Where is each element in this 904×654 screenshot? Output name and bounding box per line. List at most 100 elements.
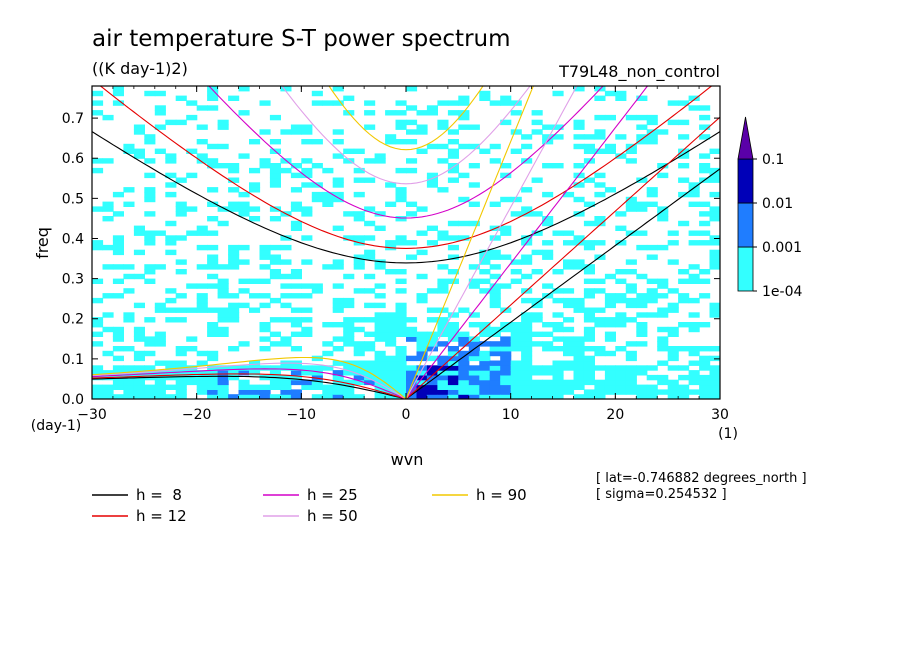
spectrum-cell — [112, 326, 124, 333]
spectrum-cell — [92, 278, 104, 284]
rossby-curve-h12 — [92, 373, 407, 399]
spectrum-cell — [175, 201, 187, 207]
spectrum-cell — [500, 322, 512, 328]
axis-ticks: −30 −20 −10 0 10 20 30 0.0 0.1 0.2 0.3 0.4 0.5 0.6 0.7 — [62, 86, 729, 423]
spectrum-cell — [395, 312, 407, 318]
spectrum-cell — [709, 177, 720, 183]
spectrum-cell — [636, 384, 648, 390]
spectrum-cell — [688, 273, 700, 280]
spectrum-cell — [489, 264, 501, 270]
spectrum-cell — [489, 379, 501, 386]
spectrum-cell — [207, 307, 219, 313]
spectrum-cell — [154, 336, 166, 342]
spectrum-cell — [615, 211, 627, 217]
spectrum-cell — [301, 317, 313, 323]
spectrum-cell — [353, 191, 365, 198]
spectrum-cell — [521, 158, 533, 164]
spectrum-cell — [542, 370, 554, 376]
spectrum-cell — [573, 302, 585, 309]
spectrum-cell — [489, 288, 501, 294]
spectrum-cell — [636, 114, 648, 121]
spectrum-cell — [615, 389, 627, 395]
spectrum-cell — [332, 153, 344, 159]
spectrum-cell — [646, 384, 658, 390]
spectrum-cell — [447, 331, 459, 337]
spectrum-cell — [259, 384, 271, 390]
spectrum-cell — [489, 201, 501, 207]
spectrum-cell — [311, 288, 323, 294]
spectrum-cell — [374, 336, 386, 342]
spectrum-cell — [406, 86, 418, 92]
spectrum-cell — [573, 163, 585, 169]
spectrum-cell — [154, 302, 166, 309]
spectrum-cell — [92, 331, 104, 337]
spectrum-cell — [510, 211, 522, 217]
spectrum-cell — [269, 182, 281, 188]
spectrum-cell — [374, 225, 386, 231]
spectrum-cell — [542, 163, 554, 169]
spectrum-cell — [207, 230, 219, 236]
spectrum-cell — [301, 172, 313, 179]
spectrum-cell — [175, 350, 187, 357]
spectrum-cell — [165, 153, 177, 159]
spectrum-cell — [311, 196, 323, 203]
spectrum-cell — [269, 114, 281, 121]
spectrum-cell — [269, 167, 281, 174]
spectrum-cell — [583, 326, 595, 333]
spectrum-cell — [583, 143, 595, 150]
spectrum-cell — [290, 124, 302, 130]
spectrum-cell — [510, 360, 522, 366]
spectrum-cell — [406, 119, 418, 126]
spectrum-cell — [290, 374, 302, 381]
spectrum-cell — [552, 394, 564, 399]
spectrum-cell — [395, 374, 407, 381]
spectrum-cell — [322, 191, 334, 198]
spectrum-cell — [311, 379, 323, 386]
colorbar-label: 1e-04 — [762, 284, 802, 300]
spectrum-cell — [437, 360, 449, 366]
spectrum-cell — [625, 355, 637, 362]
spectrum-cell — [259, 394, 271, 399]
spectrum-cell — [426, 379, 438, 386]
spectrum-cell — [500, 379, 512, 386]
spectrum-cell — [228, 167, 240, 174]
spectrum-cell — [510, 331, 522, 337]
spectrum-cell — [479, 370, 491, 376]
spectrum-cell — [207, 216, 219, 222]
spectrum-cell — [657, 163, 669, 169]
spectrum-cell — [154, 307, 166, 313]
spectrum-cell — [699, 163, 711, 169]
spectrum-cell — [604, 389, 616, 395]
spectrum-cell — [416, 341, 428, 347]
spectrum-cell — [426, 182, 438, 188]
spectrum-cell — [699, 355, 711, 362]
spectrum-cell — [186, 374, 198, 381]
spectrum-cell — [458, 389, 470, 395]
spectrum-cell — [92, 100, 104, 106]
spectrum-cell — [521, 355, 533, 362]
spectrum-cell — [186, 379, 198, 386]
spectrum-cell — [290, 220, 302, 227]
spectrum-cell — [112, 240, 124, 246]
spectrum-cell — [594, 322, 606, 328]
spectrum-cell — [301, 331, 313, 337]
spectrum-cell — [92, 365, 104, 371]
spectrum-cell — [594, 365, 606, 371]
spectrum-cell — [552, 269, 564, 275]
spectrum-cell — [667, 307, 679, 313]
spectrum-cell — [573, 297, 585, 304]
spectrum-cell — [311, 355, 323, 362]
spectrum-cell — [447, 350, 459, 357]
spectrum-cell — [416, 346, 428, 352]
spectrum-cell — [196, 225, 208, 231]
spectrum-cell — [552, 374, 564, 381]
spectrum-cell — [615, 95, 627, 101]
spectrum-cell — [416, 129, 428, 135]
spectrum-cell — [489, 326, 501, 333]
spectrum-cell — [615, 370, 627, 376]
spectrum-cell — [625, 269, 637, 275]
spectrum-cell — [573, 346, 585, 352]
spectrum-cell — [709, 384, 720, 390]
spectrum-cell — [479, 288, 491, 294]
spectrum-cell — [510, 336, 522, 342]
